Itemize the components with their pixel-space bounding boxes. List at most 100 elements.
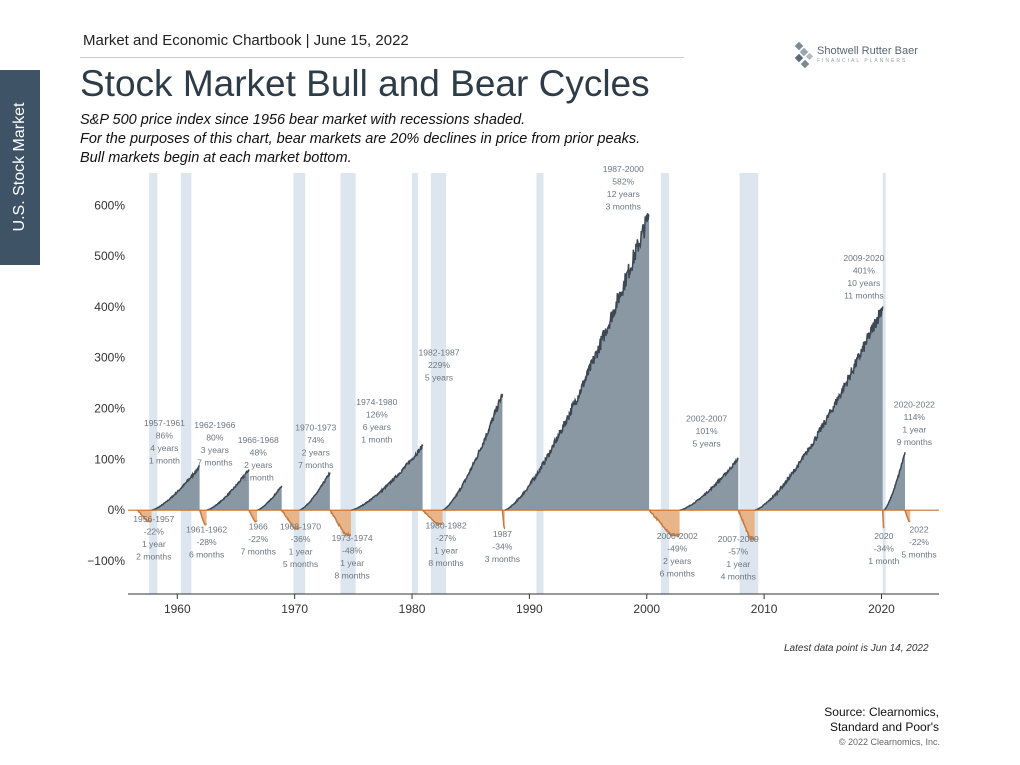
- bear-annotation-text: 1966: [249, 521, 268, 531]
- bull-market-area: [351, 444, 423, 511]
- bear-annotation-text: 5 months: [283, 559, 318, 569]
- bear-market-line: [280, 509, 300, 531]
- company-logo: Shotwell Rutter Baer FINANCIAL PLANNERS: [793, 40, 923, 74]
- bull-market-area: [504, 213, 650, 511]
- bear-annotation-text: 1968-1970: [280, 521, 321, 531]
- bear-annotation-text: 2020: [874, 531, 893, 541]
- logo-tagline: FINANCIAL PLANNERS: [817, 58, 908, 64]
- bull-annotation-text: 7 months: [298, 460, 333, 470]
- bear-annotation-text: -27%: [436, 533, 456, 543]
- bull-annotation-text: 1987-2000: [603, 164, 644, 174]
- bull-annotation-text: 229%: [428, 360, 450, 370]
- source-note: Source: Clearnomics, Standard and Poor's: [824, 705, 939, 735]
- logo-name: Shotwell Rutter Baer: [817, 45, 918, 57]
- bear-annotation-text: 1 year: [142, 539, 166, 549]
- bear-annotation-text: 4 months: [721, 572, 756, 582]
- bull-annotation-text: 582%: [612, 176, 634, 186]
- source-line-2: Standard and Poor's: [829, 720, 939, 734]
- copyright: © 2022 Clearnomics, Inc.: [838, 737, 940, 747]
- bear-annotation-text: -49%: [667, 544, 687, 554]
- market-cycle-areas: [137, 213, 911, 542]
- bear-annotation-text: 2000-2002: [657, 531, 698, 541]
- subtitle-line-3: Bull markets begin at each market bottom…: [80, 150, 352, 166]
- bull-annotation-text: 1966-1968: [238, 435, 279, 445]
- bear-annotation-text: -57%: [728, 547, 748, 557]
- bull-market-line: [256, 485, 283, 511]
- recession-band: [882, 173, 886, 594]
- bear-market-line: [198, 509, 207, 526]
- bear-annotation-text: -22%: [144, 526, 164, 536]
- x-tick-label: 2020: [868, 602, 895, 616]
- bull-annotation-text: 86%: [156, 430, 174, 440]
- bull-annotation-text: 1974-1980: [356, 397, 397, 407]
- bear-annotation-text: -34%: [492, 542, 512, 552]
- bull-market-line: [350, 444, 424, 511]
- recession-band: [430, 173, 447, 594]
- bull-market-area: [257, 485, 282, 511]
- bull-annotation-text: 1957-1961: [144, 418, 185, 428]
- bull-market-line: [206, 469, 250, 511]
- x-tick-label: 1970: [281, 602, 308, 616]
- bull-annotation-text: 12 years: [607, 189, 640, 199]
- bear-annotation-text: -28%: [197, 537, 217, 547]
- bull-market-area: [883, 452, 905, 511]
- x-tick-label: 2010: [751, 602, 778, 616]
- bear-annotation-text: 5 months: [901, 550, 936, 560]
- recession-band: [739, 173, 759, 594]
- bull-annotation-text: 2009-2020: [843, 253, 884, 263]
- bear-market-line: [737, 509, 756, 542]
- bull-annotation-text: 101%: [696, 426, 718, 436]
- bull-annotation-text: 1962-1966: [194, 420, 235, 430]
- bull-annotation-text: 11 months: [844, 291, 884, 301]
- bear-annotation-text: 1 year: [434, 545, 458, 555]
- chart-axes: 600% 500% 400% 300% 200% 100% 0% −100% 1960 1970 1…: [87, 198, 939, 616]
- bear-annotation-text: 2007-2009: [718, 534, 759, 544]
- y-tick-label: 100%: [94, 452, 125, 466]
- bull-annotation-text: 3 months: [606, 201, 641, 211]
- bull-annotation-text: 7 months: [197, 457, 232, 467]
- bear-annotation-text: -34%: [874, 544, 894, 554]
- x-tick-label: 1990: [516, 602, 543, 616]
- bear-market-line: [137, 509, 152, 523]
- x-tick-label: 2000: [633, 602, 660, 616]
- bull-annotation-text: 74%: [307, 435, 325, 445]
- bull-annotation-text: 1 month: [361, 434, 392, 444]
- bear-annotation-text: 1961-1962: [186, 525, 227, 535]
- x-tick-label: 1960: [164, 602, 191, 616]
- bear-annotation-text: 6 months: [660, 569, 695, 579]
- y-tick-label: 300%: [94, 351, 125, 365]
- bear-annotation-text: -22%: [248, 534, 268, 544]
- y-tick-label: 400%: [94, 300, 125, 314]
- recession-band: [149, 173, 158, 594]
- y-tick-label: 0%: [108, 503, 126, 517]
- bear-market-area: [738, 510, 755, 540]
- bull-market-line: [442, 393, 504, 511]
- bear-market-line: [422, 509, 443, 526]
- subtitle-line-1: S&P 500 price index since 1956 bear mark…: [80, 112, 526, 128]
- bull-annotation-text: 2 years: [302, 447, 330, 457]
- bear-annotation-text: 3 months: [485, 554, 520, 564]
- recession-band: [293, 173, 306, 594]
- cycle-annotations: 1957-1961 86% 4 years 1 month 1962-1966 80% 3 …: [133, 164, 936, 582]
- bull-annotation-text: 10 years: [847, 278, 880, 288]
- bull-market-line: [504, 213, 650, 511]
- bull-market-area: [679, 458, 739, 511]
- bull-market-line: [299, 471, 331, 511]
- bull-annotation-text: 6 years: [363, 422, 391, 432]
- bear-market-line: [881, 510, 885, 529]
- bear-annotation-text: 1987: [493, 529, 512, 539]
- header-divider: [80, 57, 684, 58]
- bull-annotation-text: 9 months: [897, 437, 932, 447]
- bear-market-line: [248, 509, 258, 523]
- bear-annotation-text: -22%: [909, 537, 929, 547]
- bull-annotation-text: 401%: [853, 266, 875, 276]
- bull-annotation-text: 2002-2007: [686, 413, 727, 423]
- page-title: Stock Market Bull and Bear Cycles: [80, 63, 650, 104]
- x-tick-label: 1980: [399, 602, 426, 616]
- y-tick-label: −100%: [87, 554, 125, 568]
- y-tick-label: 200%: [94, 402, 125, 416]
- bear-annotation-text: 1980-1982: [426, 520, 467, 530]
- bull-annotation-text: 1 year: [902, 425, 926, 435]
- bear-market-area: [329, 510, 351, 536]
